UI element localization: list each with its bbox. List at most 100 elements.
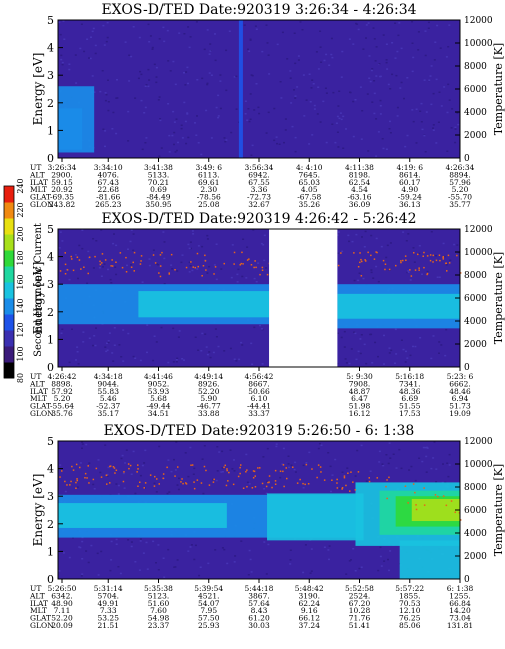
noise-cell	[138, 569, 141, 571]
noise-cell	[167, 361, 170, 364]
noise-cell	[454, 128, 457, 130]
temperature-point	[274, 480, 277, 482]
noise-cell	[81, 247, 84, 250]
noise-cell	[255, 28, 258, 30]
noise-cell	[293, 468, 296, 471]
intensity-band	[267, 493, 364, 541]
table-cell: -81.66	[96, 193, 120, 202]
noise-cell	[425, 455, 428, 458]
noise-cell	[309, 101, 312, 103]
noise-cell	[339, 112, 342, 114]
noise-cell	[258, 112, 261, 115]
noise-cell	[145, 137, 148, 139]
noise-cell	[192, 233, 195, 235]
noise-cell	[346, 467, 349, 469]
energy-tick-label: 4	[47, 42, 54, 55]
noise-cell	[457, 123, 460, 126]
temperature-point	[125, 256, 127, 259]
noise-cell	[443, 255, 446, 258]
noise-cell	[233, 358, 236, 360]
noise-cell	[175, 118, 178, 120]
noise-cell	[424, 54, 427, 57]
temperature-point	[343, 476, 346, 479]
noise-cell	[399, 87, 402, 89]
noise-cell	[240, 540, 243, 542]
energy-tick-label: 3	[47, 69, 54, 82]
noise-cell	[357, 350, 360, 353]
noise-cell	[205, 346, 208, 348]
noise-cell	[422, 446, 425, 449]
noise-cell	[149, 35, 152, 37]
noise-cell	[338, 487, 341, 490]
temperature-point	[224, 464, 226, 467]
noise-cell	[290, 464, 293, 466]
noise-cell	[261, 50, 264, 53]
table-row-label: GLAT	[30, 402, 51, 411]
noise-cell	[409, 279, 412, 281]
noise-cell	[378, 461, 381, 463]
noise-cell	[90, 36, 92, 38]
noise-cell	[225, 49, 228, 52]
temperature-tick-label: 8000	[464, 483, 487, 493]
table-cell: 7.95	[200, 606, 217, 615]
noise-cell	[353, 279, 356, 282]
noise-cell	[108, 332, 111, 334]
noise-cell	[383, 560, 386, 562]
table-row-label: GLAT	[30, 614, 51, 623]
noise-cell	[170, 264, 173, 266]
table-cell: 67.20	[349, 599, 371, 608]
temperature-point	[292, 466, 294, 468]
temperature-point	[66, 269, 69, 271]
noise-cell	[446, 111, 449, 114]
table-cell: 70.53	[399, 599, 421, 608]
noise-cell	[244, 100, 247, 102]
noise-cell	[398, 448, 401, 451]
noise-cell	[81, 540, 84, 543]
temperature-point	[115, 261, 117, 263]
temperature-point	[402, 259, 404, 262]
noise-cell	[187, 26, 190, 28]
noise-cell	[436, 276, 439, 278]
panel-title: EXOS-D/TED Date:920319 5:26:50 - 6: 1:38	[104, 423, 415, 439]
table-cell: 51.98	[349, 402, 371, 411]
noise-cell	[398, 22, 401, 24]
noise-cell	[189, 265, 192, 267]
noise-cell	[153, 482, 156, 485]
noise-cell	[421, 128, 424, 131]
temperature-point	[357, 266, 360, 268]
noise-cell	[372, 277, 375, 279]
table-cell: 6342.	[51, 591, 72, 600]
temperature-point	[130, 266, 133, 268]
noise-cell	[132, 249, 135, 252]
noise-cell	[352, 43, 355, 45]
noise-cell	[445, 328, 448, 331]
noise-cell	[426, 446, 428, 449]
noise-cell	[433, 59, 436, 61]
temperature-point	[177, 466, 179, 468]
temperature-point	[267, 481, 269, 484]
noise-cell	[202, 492, 205, 495]
noise-cell	[413, 261, 416, 263]
noise-cell	[195, 21, 198, 23]
noise-cell	[396, 50, 399, 53]
noise-cell	[106, 349, 109, 351]
temperature-point	[111, 265, 114, 267]
noise-cell	[206, 234, 209, 237]
noise-cell	[426, 270, 429, 273]
table-cell: 52.20	[51, 614, 73, 623]
noise-cell	[359, 338, 362, 340]
noise-cell	[230, 276, 233, 279]
temperature-point	[64, 263, 67, 266]
noise-cell	[204, 333, 207, 335]
temperature-point	[104, 259, 107, 261]
temperature-point	[66, 484, 68, 486]
temperature-point	[197, 265, 199, 268]
noise-cell	[61, 240, 64, 242]
noise-cell	[392, 453, 395, 455]
table-cell: 4:19: 6	[396, 163, 423, 172]
noise-cell	[220, 471, 223, 473]
table-cell: 1255.	[449, 591, 470, 600]
noise-cell	[406, 134, 409, 137]
noise-cell	[417, 31, 420, 33]
noise-cell	[297, 59, 300, 61]
